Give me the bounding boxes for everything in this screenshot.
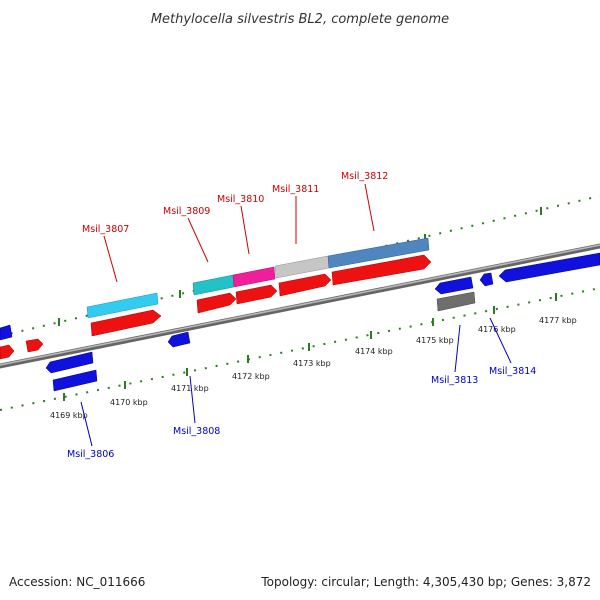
label-leaders xyxy=(80,183,512,447)
reverse-cds-arrow[interactable] xyxy=(45,351,94,374)
feature-block-msil-3812[interactable] xyxy=(327,237,430,269)
gene-label-msil-3810[interactable]: Msil_3810 xyxy=(217,194,264,205)
reverse-cds-arrow[interactable] xyxy=(498,252,600,283)
leader-msil-3806 xyxy=(80,401,93,447)
genome-summary-text: Topology: circular; Length: 4,305,430 bp… xyxy=(260,575,591,589)
forward-gene-labels: Msil_3807 Msil_3809 Msil_3810 Msil_3811 … xyxy=(82,171,388,235)
tick-label: 4171 kbp xyxy=(171,384,209,393)
forward-feature-track xyxy=(86,237,430,319)
forward-cds-arrow[interactable] xyxy=(278,273,332,297)
reverse-cds-arrow[interactable] xyxy=(167,331,191,348)
tick-label: 4177 kbp xyxy=(539,316,577,325)
forward-cds-arrow[interactable] xyxy=(331,254,432,286)
tick-label: 4174 kbp xyxy=(355,347,393,356)
reverse-cds-arrow[interactable] xyxy=(479,272,494,287)
leader-msil-3814 xyxy=(489,317,512,364)
tick-label: 4173 kbp xyxy=(293,359,331,368)
leader-msil-3810 xyxy=(240,205,250,255)
gene-label-msil-3806[interactable]: Msil_3806 xyxy=(67,449,114,460)
forward-cds-arrow[interactable] xyxy=(196,292,237,314)
forward-cds-track xyxy=(0,254,432,360)
leader-msil-3813 xyxy=(454,324,461,373)
gene-label-msil-3808[interactable]: Msil_3808 xyxy=(173,426,220,437)
tick-label: 4170 kbp xyxy=(110,398,148,407)
reverse-gene-labels: Msil_3806 Msil_3808 Msil_3813 Msil_3814 xyxy=(67,366,536,460)
tick-label: 4169 kbp xyxy=(50,411,88,420)
forward-cds-arrow[interactable] xyxy=(0,344,15,360)
reverse-cds-arrow[interactable] xyxy=(0,324,13,341)
gene-label-msil-3811[interactable]: Msil_3811 xyxy=(272,184,319,195)
gene-label-msil-3807[interactable]: Msil_3807 xyxy=(82,224,129,235)
genome-backbone xyxy=(0,243,600,369)
gene-label-msil-3812[interactable]: Msil_3812 xyxy=(341,171,388,182)
tick-labels: 4169 kbp 4170 kbp 4171 kbp 4172 kbp 4173… xyxy=(50,316,577,420)
feature-block-msil-3813[interactable] xyxy=(436,291,476,312)
map-title: Methylocella silvestris BL2, complete ge… xyxy=(151,12,449,27)
gene-label-msil-3814[interactable]: Msil_3814 xyxy=(489,366,536,377)
feature-block-msil-3807[interactable] xyxy=(86,292,159,319)
leader-msil-3809 xyxy=(187,217,209,263)
major-ticks xyxy=(63,293,557,401)
leader-msil-3812 xyxy=(364,183,375,232)
leader-msil-3807 xyxy=(103,235,118,283)
gene-label-msil-3813[interactable]: Msil_3813 xyxy=(431,375,478,386)
reverse-cds-arrow[interactable] xyxy=(434,276,474,295)
tick-label: 4172 kbp xyxy=(232,372,270,381)
reverse-cds-arrow[interactable] xyxy=(52,369,98,392)
reverse-cds-track xyxy=(0,252,600,392)
gene-label-msil-3809[interactable]: Msil_3809 xyxy=(163,206,210,217)
forward-cds-arrow[interactable] xyxy=(235,284,278,305)
leader-msil-3808 xyxy=(189,375,196,424)
feature-block-msil-3810[interactable] xyxy=(232,266,276,288)
forward-cds-arrow[interactable] xyxy=(25,338,44,353)
forward-cds-arrow[interactable] xyxy=(90,309,162,337)
feature-block-msil-3809[interactable] xyxy=(192,274,235,296)
tick-label: 4175 kbp xyxy=(416,336,454,345)
tick-label: 4176 kbp xyxy=(478,325,516,334)
accession-text: Accession: NC_011666 xyxy=(9,575,145,589)
